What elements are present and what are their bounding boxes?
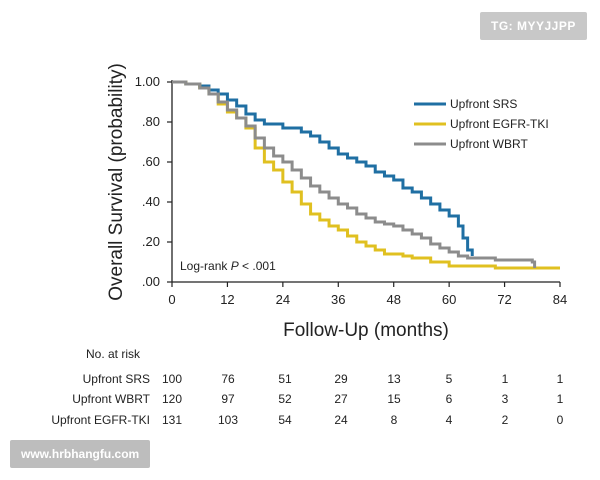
risk-cell: 0 [557,413,564,427]
risk-cell: 1 [557,372,564,386]
risk-row-label: Upfront SRS [83,372,150,386]
x-tick-label: 36 [331,292,345,307]
axes: 1.00 .80 .60 .40 .20 .00 0 12 24 36 48 60 72 84 Follow… [106,63,567,341]
curve-upfront-srs [172,80,474,256]
log-rank-value: < .001 [239,259,276,273]
log-rank-annotation: Log-rank P < .001 [180,259,276,273]
x-axis-title: Follow-Up (months) [283,320,449,341]
x-tick-label: 60 [442,292,456,307]
y-tick-label: .00 [142,274,160,289]
y-tick-label: .40 [142,194,160,209]
legend: Upfront SRS Upfront EGFR-TKI Upfront WBRT [414,97,549,151]
x-tick-label: 48 [386,292,400,307]
x-tick-label: 24 [276,292,290,307]
legend-label-upfront-wbrt: Upfront WBRT [450,137,528,151]
y-tick-label: .20 [142,234,160,249]
risk-cell: 54 [278,413,292,427]
legend-label-upfront-srs: Upfront SRS [450,97,517,111]
x-tick-label: 84 [553,292,567,307]
risk-cell: 120 [162,392,182,406]
log-rank-prefix: Log-rank [180,259,231,273]
risk-cell: 1 [557,392,564,406]
watermark-top: TG: MYYJJPP [480,12,587,40]
x-tick-label: 0 [168,292,175,307]
survival-lines [172,80,560,270]
curve-upfront-wbrt [172,80,537,268]
risk-cell: 5 [446,372,453,386]
risk-cell: 97 [221,392,235,406]
risk-row-label: Upfront WBRT [72,392,150,406]
risk-cell: 4 [446,413,453,427]
risk-cell: 24 [334,413,348,427]
risk-cell: 1 [502,372,509,386]
x-tick-label: 12 [220,292,234,307]
risk-cell: 52 [278,392,292,406]
risk-row-label: Upfront EGFR-TKI [51,413,150,427]
risk-cell: 76 [221,372,235,386]
risk-cell: 131 [162,413,182,427]
risk-cell: 51 [278,372,292,386]
risk-cell: 13 [387,372,401,386]
risk-cell: 27 [334,392,348,406]
y-axis-title: Overall Survival (probability) [106,63,127,301]
risk-cell: 2 [502,413,509,427]
risk-cell: 6 [446,392,453,406]
risk-cell: 103 [218,413,238,427]
y-tick-label: .60 [142,154,160,169]
risk-cell: 100 [162,372,182,386]
log-rank-p: P [231,259,239,273]
y-tick-label: .80 [142,114,160,129]
risk-cell: 3 [502,392,509,406]
risk-cell: 15 [387,392,401,406]
x-tick-label: 72 [497,292,511,307]
watermark-bottom: www.hrbhangfu.com [10,440,151,468]
y-tick-label: 1.00 [135,74,160,89]
risk-table-header: No. at risk [86,347,141,361]
log-rank-text: Log-rank P < .001 [180,259,276,273]
risk-cell: 8 [391,413,398,427]
curve-upfront-egfr-tki [172,80,560,270]
legend-label-upfront-egfr-tki: Upfront EGFR-TKI [450,117,549,131]
risk-cell: 29 [334,372,348,386]
